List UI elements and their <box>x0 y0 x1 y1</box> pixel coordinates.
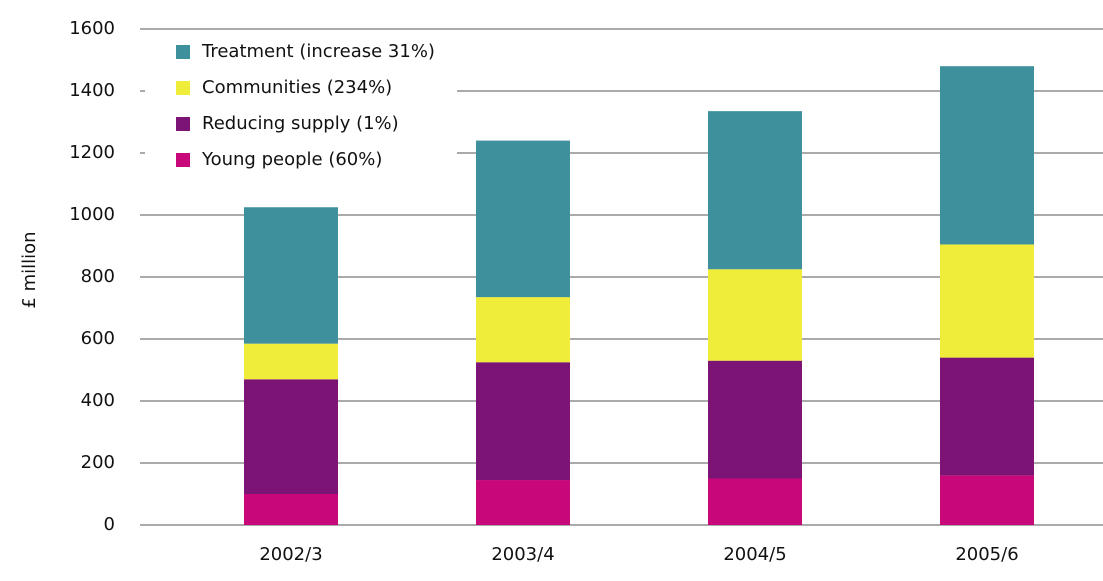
legend-swatch <box>176 81 190 95</box>
bar-segment <box>244 207 338 344</box>
bar-segment <box>244 494 338 525</box>
bar-segment <box>708 111 802 270</box>
bar-segment <box>940 357 1034 476</box>
bar-segment <box>708 269 802 361</box>
bar-segment <box>708 360 802 479</box>
bar-segment <box>476 480 570 525</box>
bar-segment <box>244 379 338 494</box>
x-tick-label: 2004/5 <box>723 544 786 565</box>
y-tick-label: 1200 <box>69 142 115 163</box>
legend-swatch <box>176 117 190 131</box>
bar-segment <box>476 140 570 298</box>
y-tick-label: 600 <box>81 328 115 349</box>
bar-segment <box>476 362 570 481</box>
bar-segment <box>940 475 1034 525</box>
bar-segment <box>940 244 1034 358</box>
legend-background <box>145 36 457 178</box>
y-tick-label: 400 <box>81 390 115 411</box>
x-tick-label: 2005/6 <box>955 544 1018 565</box>
legend-label: Young people (60%) <box>201 149 382 170</box>
legend-label: Treatment (increase 31%) <box>201 41 435 62</box>
x-tick-label: 2002/3 <box>259 544 322 565</box>
x-tick-label: 2003/4 <box>491 544 554 565</box>
y-tick-label: 0 <box>104 514 115 535</box>
bar-segment <box>708 478 802 525</box>
legend-label: Communities (234%) <box>202 77 392 98</box>
y-tick-label: 1400 <box>69 80 115 101</box>
bar-segment <box>940 66 1034 245</box>
legend-swatch <box>176 153 190 167</box>
y-tick-label: 1000 <box>69 204 115 225</box>
bar-segment <box>244 343 338 380</box>
y-tick-label: 800 <box>81 266 115 287</box>
bar-segment <box>476 297 570 363</box>
y-axis-label: £ million <box>19 231 40 308</box>
legend-label: Reducing supply (1%) <box>202 113 399 134</box>
y-tick-label: 200 <box>81 452 115 473</box>
legend-swatch <box>176 45 190 59</box>
y-tick-label: 1600 <box>69 18 115 39</box>
